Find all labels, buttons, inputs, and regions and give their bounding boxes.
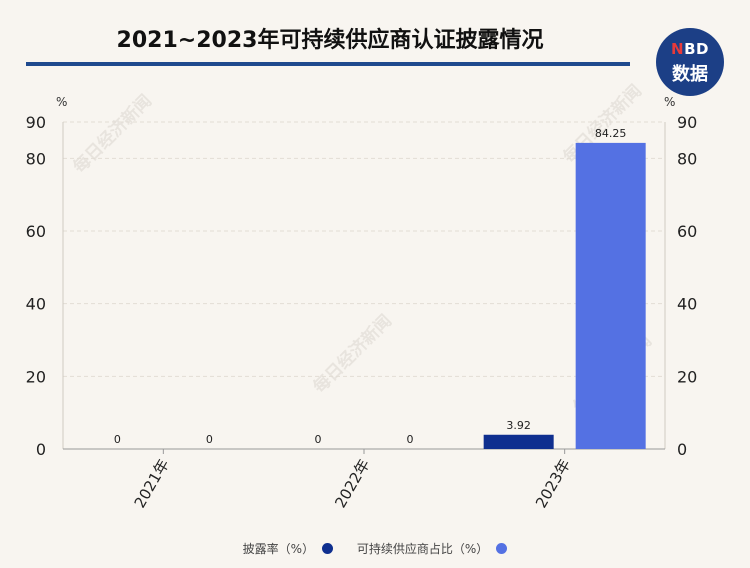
- y-axis-unit-right: %: [664, 95, 675, 109]
- y-tick-label-left: 90: [26, 113, 46, 132]
- data-label: 0: [206, 433, 213, 446]
- legend-item-series1: 披露率（%）: [242, 540, 334, 557]
- y-tick-label-left: 40: [26, 295, 46, 314]
- data-label: 0: [407, 433, 414, 446]
- y-tick-label-left: 20: [26, 367, 46, 386]
- y-axis-unit-left: %: [56, 95, 67, 109]
- legend: 披露率（%） 可持续供应商占比（%）: [0, 540, 750, 557]
- data-label: 0: [114, 433, 121, 446]
- bar-2: [575, 142, 646, 449]
- logo-bottom-text: 数据: [672, 64, 708, 85]
- legend-label-series2: 可持续供应商占比（%）: [356, 542, 489, 556]
- bar-1: [483, 434, 554, 449]
- legend-swatch-series1: [322, 543, 334, 554]
- y-tick-label-right: 80: [677, 149, 697, 168]
- chart-title: 2021~2023年可持续供应商认证披露情况: [116, 28, 544, 53]
- logo-top-text: NBD: [671, 40, 709, 58]
- legend-label-series1: 披露率（%）: [242, 542, 315, 556]
- legend-swatch-series2: [496, 543, 508, 554]
- data-label: 0: [315, 433, 322, 446]
- y-tick-label-right: 0: [677, 440, 687, 459]
- y-tick-label-right: 60: [677, 222, 697, 241]
- y-tick-label-left: 80: [26, 149, 46, 168]
- x-tick-label: 2021年: [131, 456, 173, 511]
- nbd-logo: NBD 数据: [656, 28, 724, 96]
- y-tick-label-left: 0: [36, 440, 46, 459]
- x-tick-label: 2023年: [532, 456, 574, 511]
- y-tick-label-right: 20: [677, 367, 697, 386]
- legend-item-series2: 可持续供应商占比（%）: [356, 540, 508, 557]
- data-label: 3.92: [506, 419, 531, 432]
- data-label: 84.25: [595, 127, 627, 140]
- y-tick-label-right: 40: [677, 295, 697, 314]
- x-tick-label: 2022年: [331, 456, 373, 511]
- y-tick-label-right: 90: [677, 113, 697, 132]
- y-tick-label-left: 60: [26, 222, 46, 241]
- title-underline: [26, 62, 630, 66]
